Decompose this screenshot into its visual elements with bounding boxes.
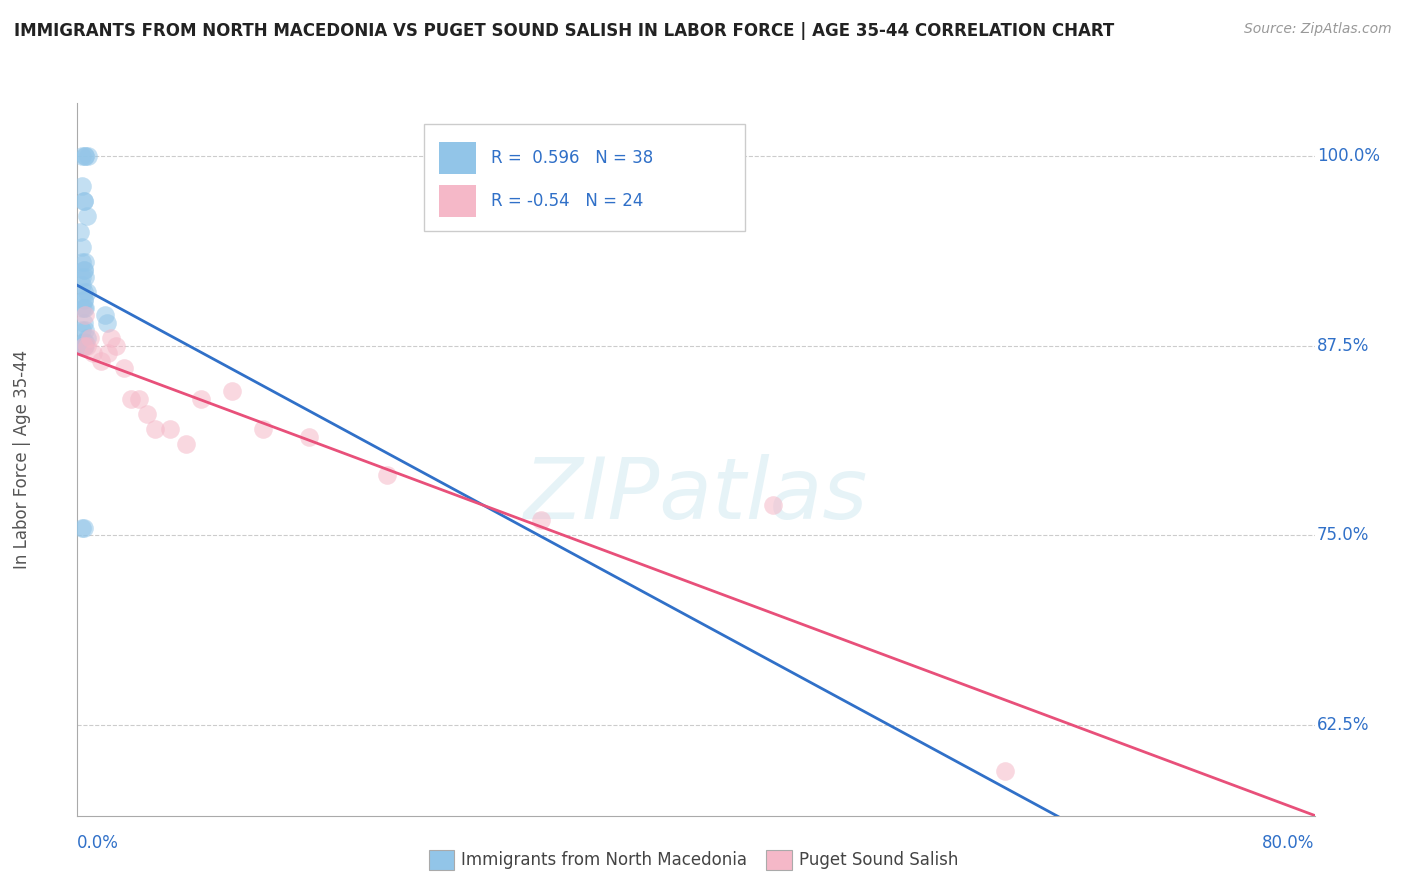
Point <box>75 149 96 163</box>
Text: R = -0.54   N = 24: R = -0.54 N = 24 <box>491 192 643 210</box>
Point <box>174 437 197 451</box>
Point <box>75 270 96 285</box>
Point <box>112 361 135 376</box>
Point <box>70 521 93 535</box>
Text: Immigrants from North Macedonia: Immigrants from North Macedonia <box>461 851 747 869</box>
Text: R =  0.596   N = 38: R = 0.596 N = 38 <box>491 149 652 167</box>
Point <box>72 262 94 277</box>
Point <box>252 422 274 436</box>
Point <box>72 338 94 352</box>
Point <box>72 293 94 307</box>
Text: Source: ZipAtlas.com: Source: ZipAtlas.com <box>1244 22 1392 37</box>
Point <box>136 407 159 421</box>
Point <box>105 338 127 352</box>
Point <box>72 293 94 307</box>
Point <box>75 323 96 337</box>
Point <box>82 346 104 360</box>
Point <box>72 521 94 535</box>
Point <box>70 323 93 337</box>
Point <box>96 316 118 330</box>
Point <box>100 331 122 345</box>
Text: ZIPatlas: ZIPatlas <box>524 453 868 537</box>
Point <box>375 467 398 482</box>
Text: 100.0%: 100.0% <box>1317 146 1381 165</box>
FancyBboxPatch shape <box>423 124 745 231</box>
Text: In Labor Force | Age 35-44: In Labor Force | Age 35-44 <box>13 350 31 569</box>
Text: 0.0%: 0.0% <box>77 834 120 852</box>
Point <box>994 764 1017 778</box>
Point <box>128 392 150 406</box>
FancyBboxPatch shape <box>439 185 475 217</box>
Point <box>70 240 93 254</box>
Point <box>143 422 166 436</box>
Point <box>79 331 101 345</box>
Point <box>70 338 93 352</box>
Point <box>75 335 96 350</box>
Text: IMMIGRANTS FROM NORTH MACEDONIA VS PUGET SOUND SALISH IN LABOR FORCE | AGE 35-44: IMMIGRANTS FROM NORTH MACEDONIA VS PUGET… <box>14 22 1115 40</box>
Point <box>94 308 117 322</box>
Point <box>75 338 96 352</box>
Point <box>221 384 243 398</box>
Point <box>190 392 212 406</box>
Point <box>75 308 96 322</box>
Point <box>75 255 96 269</box>
Point <box>72 262 94 277</box>
Point <box>77 149 100 163</box>
Point <box>72 301 94 315</box>
Point <box>159 422 181 436</box>
Point <box>69 225 91 239</box>
Point <box>72 338 94 352</box>
Point <box>70 255 93 269</box>
Point <box>298 429 321 443</box>
Point <box>76 331 98 345</box>
Point <box>75 149 96 163</box>
Point <box>72 316 94 330</box>
Point <box>76 285 98 300</box>
Text: 75.0%: 75.0% <box>1317 526 1369 544</box>
Point <box>90 353 111 368</box>
Point <box>70 149 93 163</box>
Point <box>72 335 94 350</box>
Point <box>762 498 785 512</box>
FancyBboxPatch shape <box>439 142 475 174</box>
Point <box>70 277 93 292</box>
Point <box>70 301 93 315</box>
Point <box>70 270 93 285</box>
Text: Puget Sound Salish: Puget Sound Salish <box>799 851 957 869</box>
Point <box>121 392 143 406</box>
Text: 62.5%: 62.5% <box>1317 716 1369 734</box>
Point <box>72 338 94 352</box>
Point <box>530 513 553 527</box>
Point <box>72 194 94 209</box>
Point <box>75 301 96 315</box>
Point <box>72 285 94 300</box>
Point <box>76 338 98 352</box>
Text: 80.0%: 80.0% <box>1263 834 1315 852</box>
Point <box>72 194 94 209</box>
Text: 87.5%: 87.5% <box>1317 336 1369 354</box>
Point <box>76 210 98 224</box>
Point <box>97 346 120 360</box>
Point <box>70 179 93 194</box>
